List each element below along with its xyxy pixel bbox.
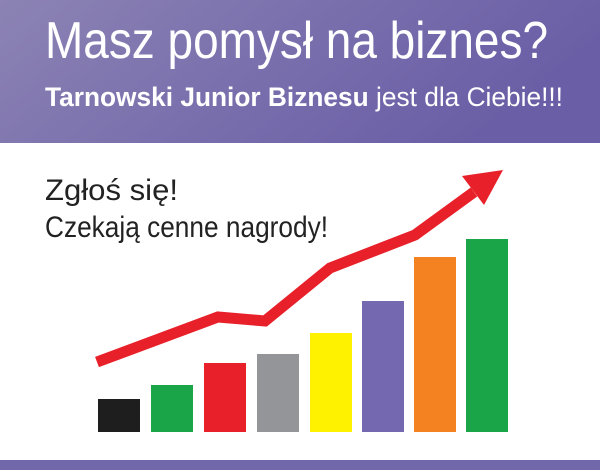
decorative-bars — [98, 239, 508, 432]
bar — [414, 257, 456, 432]
trend-arrow — [95, 187, 478, 368]
bar — [257, 354, 299, 432]
bar — [151, 385, 193, 432]
body-line: Czekają cenne nagrody! — [45, 211, 328, 244]
bar — [204, 363, 246, 432]
bar — [466, 239, 508, 432]
header-band — [0, 0, 600, 143]
bar — [98, 399, 140, 432]
subtitle-bold: Tarnowski Junior Biznesu — [45, 82, 369, 112]
bar — [310, 333, 352, 432]
subtitle-rest: jest dla Ciebie!!! — [375, 82, 563, 112]
subtitle: Tarnowski Junior Biznesu jest dla Ciebie… — [45, 82, 563, 112]
title: Masz pomysł na biznes? — [45, 12, 548, 70]
arrow-head — [462, 170, 503, 205]
footer-band — [0, 460, 600, 470]
body-line: Zgłoś się! — [45, 174, 178, 207]
bar — [362, 301, 404, 432]
